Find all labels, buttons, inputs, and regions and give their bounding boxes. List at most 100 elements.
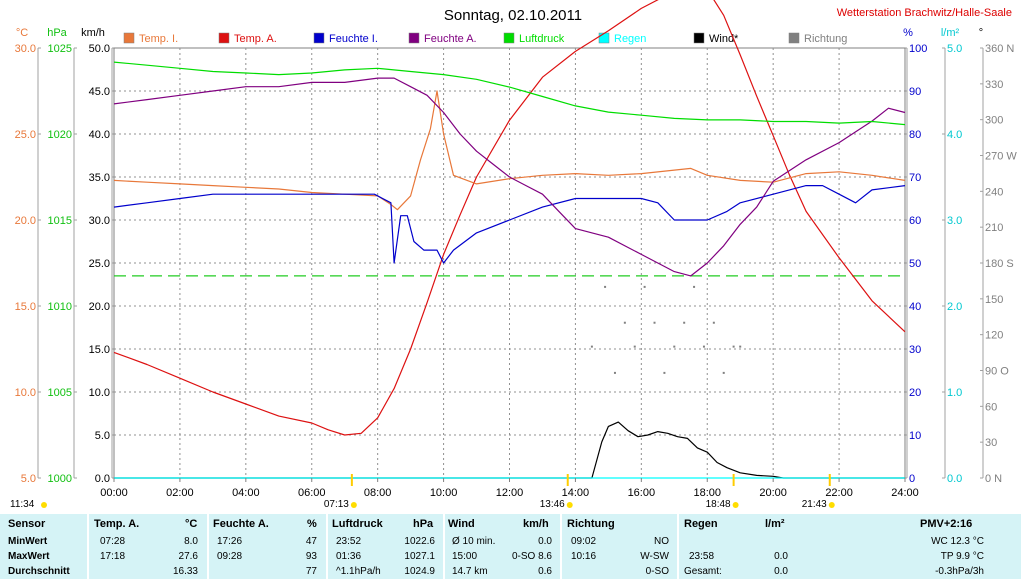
marker-label: 13:46: [540, 499, 565, 510]
x-tick-label: 08:00: [364, 487, 392, 499]
temp-value: 8.0: [184, 536, 198, 547]
summary-panel: Sensor Temp. A. °C Feuchte A. % Luftdruc…: [0, 514, 1021, 579]
humidity-tick-label: 50: [909, 258, 921, 270]
pressure-tick-label: 1025: [48, 43, 72, 55]
humidity-unit-label: %: [903, 27, 913, 39]
x-tick-label: 16:00: [628, 487, 656, 499]
legend-swatch: [598, 32, 610, 44]
direction-tick-label: 270 W: [985, 151, 1017, 163]
legend-label: Feuchte A.: [424, 33, 477, 45]
rain-tick-label: 3.0: [947, 215, 962, 227]
x-tick-label: 14:00: [562, 487, 590, 499]
right-axes: 10090807060504030201005.04.03.02.01.00.0…: [904, 43, 1017, 485]
time-markers: 11:34 07:13 13:46 18:48 21:43: [10, 474, 835, 510]
rain-tick-label: 5.0: [947, 43, 962, 55]
x-tick-label: 00:00: [100, 487, 128, 499]
feuchte-value: 47: [305, 536, 317, 547]
row-label: MaxWert: [8, 551, 50, 562]
humidity-tick-label: 90: [909, 86, 921, 98]
marker-label: 18:48: [706, 499, 731, 510]
summary-header-row: Sensor Temp. A. °C Feuchte A. % Luftdruc…: [0, 518, 1021, 533]
direction-point: [683, 321, 686, 324]
legend-swatch: [218, 32, 230, 44]
sun-icon: [828, 502, 835, 508]
marker-label: 11:34: [10, 499, 35, 510]
direction-point: [590, 345, 593, 348]
feuchte-a-line: [113, 77, 906, 277]
x-tick-label: 12:00: [496, 487, 524, 499]
wind-line: [114, 421, 905, 479]
sun-icon: [566, 502, 573, 508]
legend-swatch: [313, 32, 325, 44]
humidity-tick-label: 10: [909, 430, 921, 442]
rain-tick-label: 4.0: [947, 129, 962, 141]
marker-label: 21:43: [802, 499, 827, 510]
feuchte-value: 93: [305, 551, 317, 562]
wind-tick-label: 25.0: [89, 258, 110, 270]
luft-time: 23:52: [336, 536, 362, 547]
direction-tick-label: 60: [985, 401, 997, 413]
legend-label: Temp. A.: [234, 33, 277, 45]
temp-tick-label: 30.0: [15, 43, 36, 55]
humidity-tick-label: 20: [909, 387, 921, 399]
wind-label: Ø 10 min.: [452, 536, 496, 547]
direction-point: [722, 371, 725, 374]
direction-point: [604, 285, 607, 288]
humidity-tick-label: 40: [909, 301, 921, 313]
temp-tick-label: 20.0: [15, 215, 36, 227]
x-tick-label: 02:00: [166, 487, 194, 499]
temp-value: 27.6: [178, 551, 198, 562]
wind-tick-label: 15.0: [89, 344, 110, 356]
wind-tick-label: 35.0: [89, 172, 110, 184]
unit-labels: °C hPa km/h% l/m² °: [16, 27, 983, 39]
humidity-tick-label: 60: [909, 215, 921, 227]
legend-swatch: [408, 32, 420, 44]
x-tick-label: 10:00: [430, 487, 458, 499]
direction-tick-label: 120: [985, 330, 1003, 342]
wind-unit-label: km/h: [81, 27, 105, 39]
direction-tick-label: 90 O: [985, 366, 1009, 378]
luftdruck-line: [113, 61, 906, 126]
header-wind-unit: km/h: [523, 518, 549, 530]
direction-tick-label: 210: [985, 222, 1003, 234]
feuchte-time: 17:26: [217, 536, 243, 547]
pressure-tick-label: 1015: [48, 215, 72, 227]
header-regen: Regen: [684, 518, 718, 530]
header-luft: Luftdruck: [332, 518, 383, 530]
left-axes: 30.0 25.0 20.0 15.0 10.0 5.0 1025 1020 1015 1010 1…: [15, 43, 115, 485]
temp-tick-label: 25.0: [15, 129, 36, 141]
direction-point: [702, 345, 705, 348]
header-feuchte: Feuchte A.: [213, 518, 269, 530]
direction-tick-label: 30: [985, 437, 997, 449]
pmv-value: WC 12.3 °C: [931, 536, 984, 547]
pressure-tick-label: 1010: [48, 301, 72, 313]
pressure-tick-label: 1020: [48, 129, 72, 141]
wind-tick-label: 45.0: [89, 86, 110, 98]
pressure-unit-label: hPa: [47, 27, 67, 39]
direction-tick-label: 240: [985, 186, 1003, 198]
legend-swatch: [503, 32, 515, 44]
direction-point: [653, 321, 656, 324]
temp-time: 17:18: [100, 551, 126, 562]
wind-tick-label: 30.0: [89, 215, 110, 227]
legend-label: Temp. I.: [139, 33, 178, 45]
marker-label: 07:13: [324, 499, 349, 510]
wind-value: 0.0: [538, 536, 552, 547]
humidity-tick-label: 100: [909, 43, 927, 55]
legend-label: Feuchte I.: [329, 33, 378, 45]
legend-label: Luftdruck: [519, 33, 565, 45]
row-label: MinWert: [8, 536, 48, 547]
richtung-value: NO: [654, 536, 669, 547]
legend-swatch: [693, 32, 705, 44]
temp-time: 07:28: [100, 536, 126, 547]
header-sensor: Sensor: [8, 518, 46, 530]
pmv-value: -0.3hPa/3h: [935, 566, 984, 577]
direction-point: [712, 321, 715, 324]
header-regen-unit: l/m²: [765, 518, 785, 530]
regen-time: 23:58: [689, 551, 715, 562]
direction-unit-label: °: [979, 27, 983, 39]
summary-row-min: MinWert 07:28 8.0 17:26 47 23:52 1022.6 …: [0, 536, 1021, 551]
legend-swatch: [788, 32, 800, 44]
sun-icon: [350, 502, 357, 508]
direction-point: [732, 345, 735, 348]
